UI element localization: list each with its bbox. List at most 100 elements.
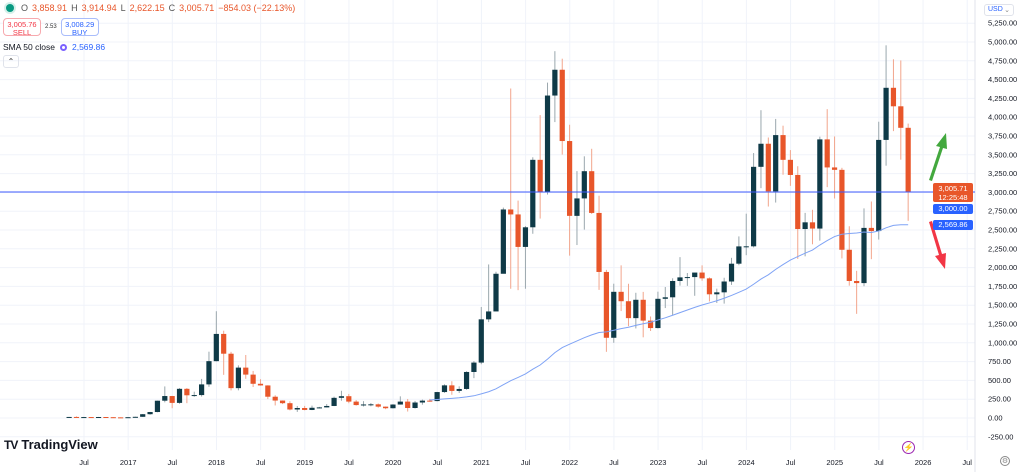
candle-body xyxy=(95,417,102,419)
buy-price: 3,008.29 xyxy=(65,20,95,29)
open-value: 3,858.91 xyxy=(32,3,68,13)
y-tick-label: -250.00 xyxy=(988,432,1013,441)
candle-body xyxy=(890,87,897,107)
x-tick-label: 2024 xyxy=(738,458,755,467)
x-tick-label: Jul xyxy=(786,458,796,467)
bar-countdown: 12:25:48 xyxy=(938,193,968,202)
y-tick-label: 3,500.00 xyxy=(988,150,1017,159)
candle-body xyxy=(898,106,904,128)
candle-body xyxy=(478,319,484,363)
candle-body xyxy=(331,397,337,406)
candle-body xyxy=(287,403,293,410)
candle-body xyxy=(625,301,632,319)
y-tick-label: 250.00 xyxy=(988,395,1011,404)
candle-body xyxy=(537,159,543,193)
candle-body xyxy=(316,407,322,409)
trade-panel: 3,005.76 SELL 2.53 3,008.29 BUY xyxy=(3,18,99,37)
x-tick-label: Jul xyxy=(609,458,619,467)
candle-body xyxy=(508,209,514,215)
candle-body xyxy=(176,388,183,403)
loading-icon xyxy=(59,43,67,51)
candle-body xyxy=(397,401,403,405)
candle-body xyxy=(765,143,771,192)
logo-icon: TV xyxy=(4,437,18,452)
candle-body xyxy=(670,280,676,298)
x-tick-label: 2020 xyxy=(385,458,402,467)
candle-body xyxy=(618,291,624,302)
x-tick-label: Jul xyxy=(168,458,178,467)
candle-body xyxy=(743,246,749,248)
candle-body xyxy=(787,159,793,175)
x-tick-label: Jul xyxy=(697,458,707,467)
tradingview-logo[interactable]: TV TradingView xyxy=(4,437,98,452)
lightning-icon[interactable]: ⚡ xyxy=(902,441,915,454)
candle-body xyxy=(147,412,153,415)
candle-body xyxy=(73,416,80,418)
candle-body xyxy=(169,396,175,403)
candle-body xyxy=(603,271,609,338)
high-label: H xyxy=(71,3,78,13)
candle-body xyxy=(302,407,308,410)
candle-body xyxy=(405,401,411,408)
candle-body xyxy=(294,407,300,410)
candle-body xyxy=(522,227,529,247)
candle-body xyxy=(795,174,801,230)
candle-body xyxy=(235,367,241,389)
candle-body xyxy=(868,227,874,232)
candle-body xyxy=(419,400,425,403)
buy-label: BUY xyxy=(71,28,88,37)
candle-body xyxy=(279,400,286,404)
candle-body xyxy=(574,198,580,216)
high-value: 3,914.94 xyxy=(81,3,117,13)
ohlc-legend: O 3,858.91 H 3,914.94 L 2,622.15 C 3,005.71 … xyxy=(4,3,295,13)
candle-body xyxy=(552,69,558,96)
y-tick-label: 3,250.00 xyxy=(988,169,1017,178)
buy-button[interactable]: 3,008.29 BUY xyxy=(60,18,99,37)
sma-indicator-legend[interactable]: SMA 50 close 2,569.86 xyxy=(3,42,105,52)
candle-body xyxy=(375,404,381,407)
candle-body xyxy=(751,166,757,247)
collapse-legend-button[interactable]: ⌃ xyxy=(3,55,19,68)
x-tick-label: Jul xyxy=(432,458,442,467)
last-price: 3,005.71 xyxy=(938,184,968,193)
candle-body xyxy=(103,417,109,419)
candle-body xyxy=(191,395,197,397)
candle-body xyxy=(162,396,168,401)
down-arrow-icon xyxy=(929,221,946,269)
candle-body xyxy=(817,139,823,229)
open-label: O xyxy=(21,3,29,13)
candle-body xyxy=(662,297,668,299)
candle-body xyxy=(736,246,742,264)
candle-body xyxy=(338,396,345,398)
y-tick-label: 1,250.00 xyxy=(988,320,1017,329)
y-tick-label: 2,500.00 xyxy=(988,226,1017,235)
candle-body xyxy=(383,406,389,409)
candle-body xyxy=(883,87,889,140)
candle-body xyxy=(206,361,212,385)
gear-icon[interactable]: ⚙ xyxy=(1000,456,1010,466)
candle-body xyxy=(831,167,838,170)
x-tick-label: Jul xyxy=(521,458,531,467)
market-status-icon xyxy=(6,4,14,12)
sma-line xyxy=(429,224,909,401)
candle-body xyxy=(500,209,506,274)
candle-body xyxy=(412,402,418,408)
y-tick-label: 1,000.00 xyxy=(988,338,1017,347)
y-tick-label: 4,000.00 xyxy=(988,113,1017,122)
y-tick-label: 0.00 xyxy=(988,414,1003,423)
candle-body xyxy=(802,222,808,230)
candle-body xyxy=(434,392,440,402)
sell-button[interactable]: 3,005.76 SELL xyxy=(3,18,41,37)
candle-body xyxy=(846,249,852,281)
y-tick-label: 4,250.00 xyxy=(988,94,1017,103)
brand-name: TradingView xyxy=(21,437,98,452)
candle-body xyxy=(684,277,690,279)
currency-label: USD xyxy=(988,6,1003,13)
x-tick-label: Jul xyxy=(344,458,354,467)
candle-body xyxy=(449,385,455,391)
candle-body xyxy=(257,383,264,386)
candle-body xyxy=(118,417,124,419)
candle-body xyxy=(728,263,735,282)
currency-dropdown[interactable]: USD ⌄ xyxy=(984,4,1014,16)
